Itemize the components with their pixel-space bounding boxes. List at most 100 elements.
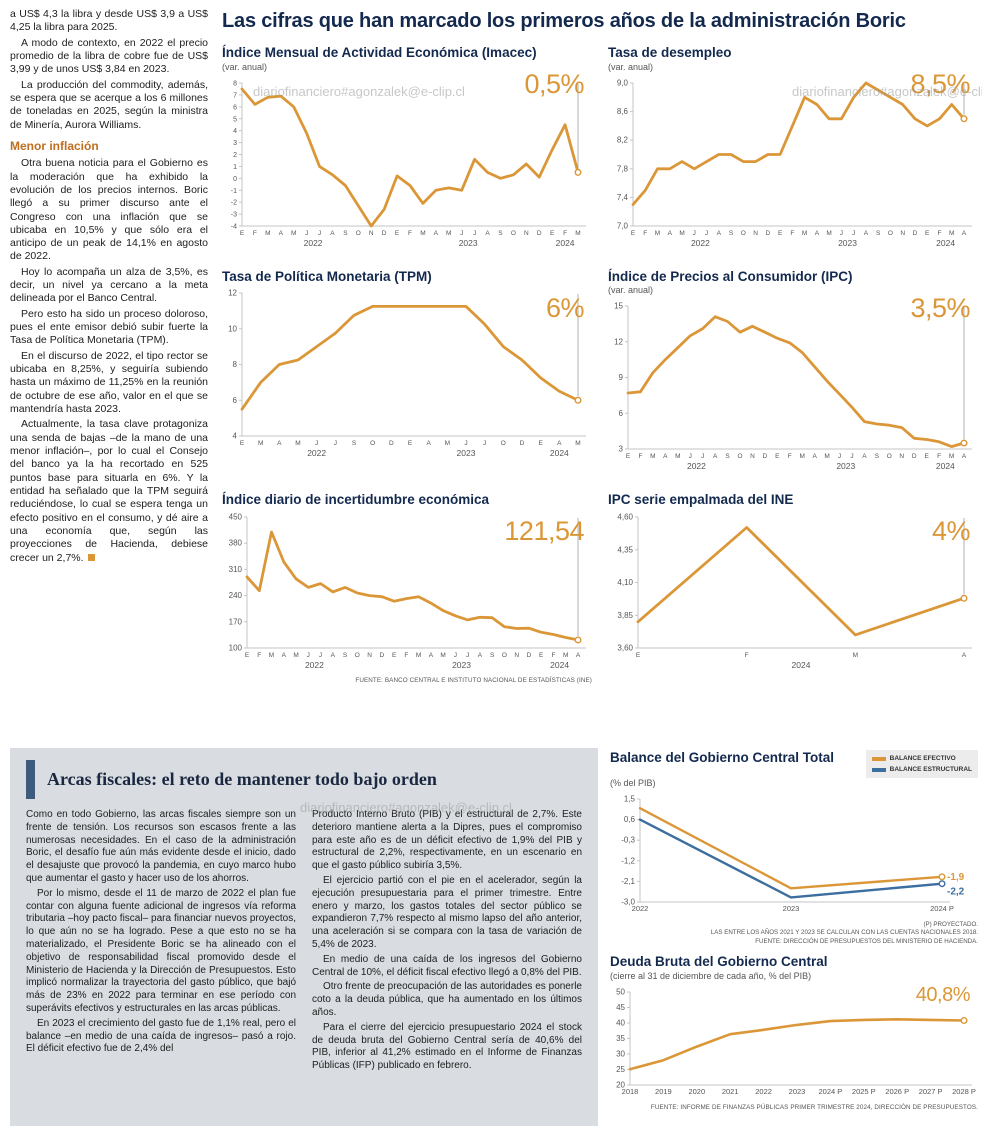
svg-text:2024: 2024 — [550, 448, 569, 458]
chart-title: Balance del Gobierno Central Total — [610, 750, 835, 765]
svg-text:O: O — [370, 440, 375, 447]
paragraph: Producto Interno Bruto (PIB) y el estruc… — [312, 809, 582, 872]
paragraph: Otro frente de preocupación de las autor… — [312, 981, 582, 1018]
svg-text:6: 6 — [233, 396, 238, 405]
svg-text:O: O — [511, 230, 516, 237]
svg-text:E: E — [538, 440, 543, 447]
svg-text:M: M — [655, 230, 660, 237]
svg-text:1: 1 — [233, 163, 237, 170]
chart-subtitle: (% del PIB) — [610, 778, 656, 789]
svg-text:S: S — [343, 652, 348, 659]
svg-text:O: O — [737, 453, 742, 460]
svg-text:3: 3 — [619, 445, 624, 454]
chart-plot-tpm: 12 10 8 6 4 E M A M J J S O D E A M J J O D E A M 2022 2023 2024 — [222, 285, 592, 463]
svg-text:J: J — [307, 652, 310, 659]
svg-text:310: 310 — [229, 564, 243, 573]
svg-text:M: M — [650, 453, 655, 460]
svg-text:240: 240 — [229, 591, 243, 600]
svg-text:-2,2: -2,2 — [947, 887, 965, 898]
svg-text:E: E — [392, 652, 397, 659]
svg-text:F: F — [551, 652, 555, 659]
svg-text:O: O — [741, 230, 746, 237]
svg-text:M: M — [258, 440, 263, 447]
svg-text:F: F — [408, 230, 412, 237]
chart-plot-incertidumbre: 450 380 310 240 170 100 E F M A M J J A S O N D E F M A M J J A S O… — [222, 509, 592, 675]
chart-title: IPC serie empalmada del INE — [608, 492, 794, 508]
svg-text:2023: 2023 — [789, 1087, 806, 1096]
svg-text:E: E — [924, 453, 929, 460]
chart-subtitle: (var. anual) — [222, 61, 268, 72]
svg-text:170: 170 — [229, 617, 243, 626]
svg-text:M: M — [853, 652, 858, 659]
svg-text:A: A — [663, 453, 668, 460]
svg-text:A: A — [330, 230, 335, 237]
svg-text:F: F — [257, 652, 261, 659]
svg-text:2024: 2024 — [550, 660, 569, 670]
svg-text:A: A — [426, 440, 431, 447]
svg-text:A: A — [576, 652, 581, 659]
svg-text:7,4: 7,4 — [617, 192, 629, 201]
svg-text:2022: 2022 — [691, 238, 710, 248]
svg-text:2023: 2023 — [783, 904, 800, 913]
chart-svg: 4,60 4,35 4,10 3,85 3,60E F M A 2024 — [617, 512, 972, 670]
svg-text:4,35: 4,35 — [617, 545, 633, 554]
chart-big-value: 8,5% — [910, 69, 970, 99]
svg-text:M: M — [440, 652, 445, 659]
top-section: a US$ 4,3 la libra y desde US$ 3,9 a US$… — [10, 8, 978, 738]
svg-text:1,5: 1,5 — [624, 795, 636, 804]
svg-text:J: J — [693, 230, 696, 237]
svg-text:J: J — [483, 440, 486, 447]
fiscal-col-1: Como en todo Gobierno, las arcas fiscale… — [26, 809, 296, 1075]
article-column: a US$ 4,3 la libra y desde US$ 3,9 a US$… — [10, 8, 208, 738]
svg-text:-3,0: -3,0 — [621, 898, 635, 907]
svg-text:M: M — [295, 440, 300, 447]
svg-text:M: M — [826, 230, 831, 237]
legend-label-efectivo: BALANCE EFECTIVO — [889, 755, 956, 762]
svg-text:E: E — [245, 652, 250, 659]
bottom-charts: Balance del Gobierno Central Total BALAN… — [610, 748, 978, 1126]
chart-subtitle: (cierre al 31 de diciembre de cada año, … — [610, 970, 812, 981]
svg-text:M: M — [265, 230, 270, 237]
svg-text:O: O — [502, 652, 507, 659]
chart-card-tpm: Tasa de Política Monetaria (TPM) 6% 12 10… — [222, 269, 592, 477]
svg-text:3,60: 3,60 — [617, 643, 633, 652]
svg-text:J: J — [315, 440, 318, 447]
paragraph: Para el cierre del ejercicio presupuesta… — [312, 1021, 582, 1072]
bottom-section: Arcas fiscales: el reto de mantener todo… — [10, 748, 978, 1126]
chart-title: Deuda Bruta del Gobierno Central — [610, 954, 828, 970]
svg-text:D: D — [913, 230, 918, 237]
svg-text:J: J — [473, 230, 476, 237]
svg-text:A: A — [713, 453, 718, 460]
svg-text:M: M — [563, 652, 568, 659]
svg-text:J: J — [840, 230, 843, 237]
svg-text:380: 380 — [229, 538, 243, 547]
svg-text:N: N — [369, 230, 374, 237]
svg-text:A: A — [812, 453, 817, 460]
svg-text:M: M — [575, 230, 580, 237]
svg-text:E: E — [636, 652, 641, 659]
paragraph: En el discurso de 2022, el tipo rector s… — [10, 349, 208, 416]
chart-plot-deuda: 50 45 40 35 30 25 20 2018 2019 2020 2021 2022 2023 20… — [610, 984, 978, 1102]
chart-big-value: 3,5% — [910, 292, 970, 323]
svg-text:6: 6 — [619, 409, 624, 418]
svg-text:F: F — [745, 652, 749, 659]
svg-text:J: J — [850, 453, 853, 460]
svg-text:3,85: 3,85 — [617, 610, 633, 619]
svg-text:-1: -1 — [231, 187, 237, 194]
balance-note-fuente: FUENTE: DIRECCIÓN DE PRESUPUESTOS DEL MI… — [755, 937, 978, 945]
article-paragraphs-2: Otra buena noticia para el Gobierno es l… — [10, 157, 208, 565]
svg-text:M: M — [675, 453, 680, 460]
svg-text:F: F — [937, 230, 941, 237]
svg-text:N: N — [524, 230, 529, 237]
balance-note-proyectado: (P) PROYECTADO. — [923, 921, 978, 929]
svg-text:M: M — [446, 230, 451, 237]
svg-text:D: D — [527, 652, 532, 659]
svg-text:S: S — [725, 453, 730, 460]
chart-title: Tasa de Política Monetaria (TPM) — [222, 268, 432, 284]
svg-text:30: 30 — [616, 1049, 625, 1058]
svg-text:J: J — [319, 652, 322, 659]
svg-text:J: J — [852, 230, 855, 237]
svg-text:2024: 2024 — [936, 238, 955, 248]
chart-card-desempleo: Tasa de desempleo (var. anual) 8,5% 9,0 8… — [608, 45, 978, 253]
